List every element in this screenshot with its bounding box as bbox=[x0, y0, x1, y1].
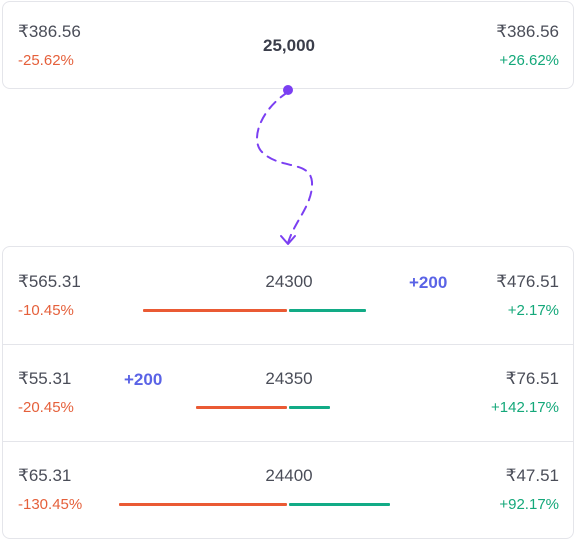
row-badge: +200 bbox=[124, 370, 163, 389]
strike-table: ₹565.31 -10.45% 24300 +200 ₹476.51 +2.17… bbox=[2, 246, 574, 539]
row-right-price: ₹476.51 bbox=[496, 272, 559, 291]
row-left-change: -10.45% bbox=[18, 302, 74, 319]
row-strike: 24300 bbox=[265, 272, 313, 291]
summary-right-price: ₹386.56 bbox=[496, 22, 559, 41]
summary-strike: 25,000 bbox=[263, 36, 315, 55]
table-row[interactable]: ₹65.31 -130.45% 24400 ₹47.51 +92.17% bbox=[3, 441, 573, 538]
summary-left-price: ₹386.56 bbox=[18, 22, 81, 41]
row-left-change: -20.45% bbox=[18, 399, 74, 416]
row-badge: +200 bbox=[409, 273, 448, 292]
row-strike: 24400 bbox=[265, 466, 313, 485]
row-left-bar bbox=[119, 503, 287, 506]
row-left-bar bbox=[143, 309, 287, 312]
row-left-price: ₹65.31 bbox=[18, 466, 72, 485]
row-right-bar bbox=[289, 406, 330, 409]
row-left-price: ₹55.31 bbox=[18, 369, 72, 388]
row-right-change: +2.17% bbox=[507, 302, 559, 319]
row-left-bar bbox=[196, 406, 287, 409]
table-row[interactable]: ₹565.31 -10.45% 24300 +200 ₹476.51 +2.17… bbox=[3, 247, 573, 345]
row-left-change: -130.45% bbox=[18, 496, 83, 513]
summary-left-change: -25.62% bbox=[18, 52, 74, 69]
summary-card[interactable]: ₹386.56 -25.62% 25,000 ₹386.56 +26.62% bbox=[2, 1, 574, 89]
table-row[interactable]: ₹55.31 -20.45% +200 24350 ₹76.51 +142.17… bbox=[3, 344, 573, 442]
row-left-price: ₹565.31 bbox=[18, 272, 81, 291]
row-right-change: +142.17% bbox=[491, 399, 559, 416]
row-right-bar bbox=[289, 309, 366, 312]
row-strike: 24350 bbox=[265, 369, 313, 388]
row-right-bar bbox=[289, 503, 390, 506]
row-right-price: ₹47.51 bbox=[505, 466, 559, 485]
row-right-change: +92.17% bbox=[499, 496, 559, 513]
row-right-price: ₹76.51 bbox=[505, 369, 559, 388]
summary-right-change: +26.62% bbox=[499, 52, 559, 69]
